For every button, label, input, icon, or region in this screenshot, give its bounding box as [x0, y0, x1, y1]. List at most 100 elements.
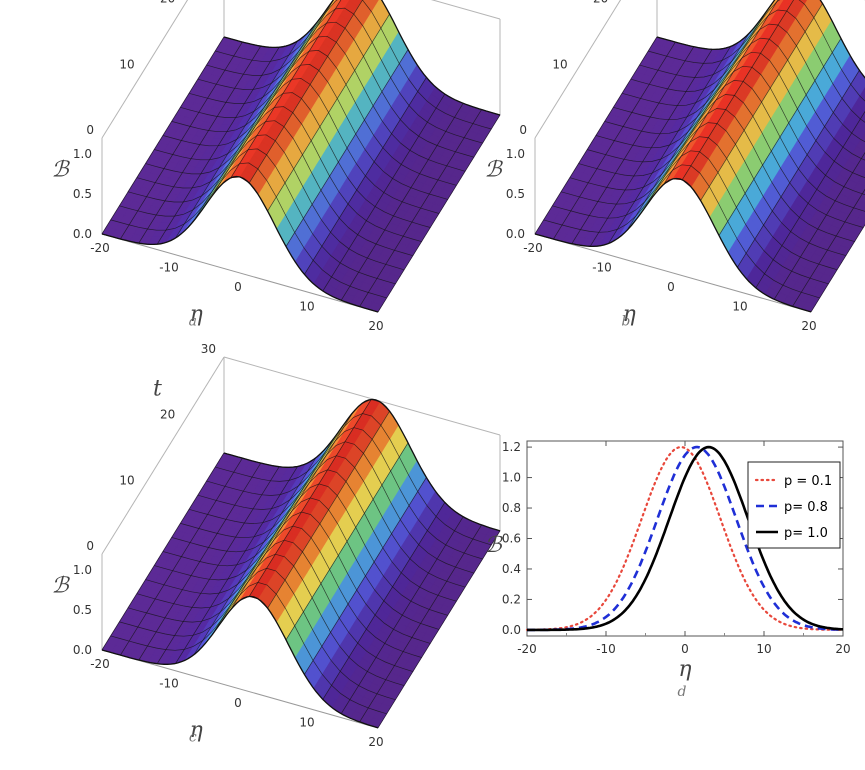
mesh-line: [128, 134, 405, 271]
mesh-line: [604, 65, 865, 195]
mesh-line: [110, 582, 387, 715]
mesh-line: [595, 80, 865, 212]
mesh-line: [175, 466, 298, 664]
mesh-line: [377, 530, 501, 729]
mesh-line: [128, 553, 405, 686]
x-tick-label: -10: [592, 261, 612, 275]
mesh-line: [162, 78, 440, 214]
mesh-line: [792, 188, 865, 307]
mesh-line: [193, 457, 317, 655]
mesh-line: [215, 0, 492, 130]
mesh-line: [340, 103, 464, 301]
mesh-line: [145, 525, 422, 658]
box-edge: [863, 0, 865, 1]
axis-line: [534, 233, 812, 313]
mesh-line: [162, 497, 440, 630]
x-tick-label: 0: [681, 642, 689, 656]
box-edge: [430, 0, 501, 20]
mesh-line: [101, 36, 225, 235]
mesh-line: [571, 46, 695, 244]
y-tick-label: 1.2: [502, 440, 521, 454]
mesh-line: [248, 399, 372, 597]
surface-mesh: [534, 0, 865, 313]
mesh-line: [136, 120, 413, 257]
x-tick-label: 20: [835, 642, 850, 656]
x-tick-label: 10: [299, 300, 314, 314]
x-tick-label: 0: [234, 280, 242, 294]
x-tick-label: 10: [732, 300, 747, 314]
z-tick-label: 0.0: [73, 643, 92, 657]
mesh-line: [773, 152, 865, 300]
mesh-line: [304, 477, 427, 675]
y-tick-label: 0: [86, 123, 94, 137]
profile-outline: [101, 175, 379, 313]
y-tick-label: 20: [160, 408, 175, 422]
panel-caption: b: [621, 313, 630, 329]
z-axis-label: ℬ: [51, 573, 70, 598]
legend-box: [747, 461, 841, 549]
mesh-line: [175, 40, 298, 239]
mesh-line: [285, 442, 409, 641]
mesh-line: [189, 35, 466, 172]
axis-line: [101, 649, 379, 729]
mesh-line: [534, 36, 658, 235]
y-tick-label: 1.0: [502, 471, 521, 485]
surface-patch: [859, 88, 865, 102]
mesh-line: [154, 92, 431, 228]
mesh-line: [700, 3, 823, 201]
mesh-line: [639, 9, 865, 123]
x-tick-label: -20: [90, 241, 110, 255]
mesh-line: [589, 49, 713, 247]
mesh-line: [180, 50, 457, 186]
mesh-line: [622, 37, 865, 161]
mesh-line: [359, 524, 482, 723]
panel-caption: d: [678, 684, 687, 700]
x-tick-label: 20: [368, 735, 383, 749]
x-tick-label: -20: [523, 241, 543, 255]
mesh-line: [648, 0, 865, 102]
x-axis-label: η: [678, 657, 691, 682]
y-tick-label: 0.4: [502, 562, 521, 576]
mesh-line: [359, 109, 482, 307]
mesh-line: [552, 150, 829, 285]
surface-mesh: [101, 398, 501, 729]
series-line-1: [525, 446, 845, 631]
mesh-line: [248, 0, 363, 184]
mesh-line: [119, 567, 396, 701]
mesh-line: [138, 45, 262, 244]
mesh-line: [212, 0, 334, 196]
surface-mesh: [101, 0, 501, 313]
series-line-3: [527, 445, 843, 632]
mesh-line: [206, 7, 483, 144]
mesh-line: [663, 0, 779, 185]
mesh-line: [543, 164, 820, 299]
y-tick-label: 30: [201, 342, 216, 356]
box-edge: [101, 0, 189, 139]
y-axis-label: ℬ: [484, 533, 503, 558]
mesh-line: [119, 148, 396, 285]
y-tick-label: 0: [86, 539, 94, 553]
mesh-line: [230, 412, 354, 610]
mesh-line: [180, 469, 457, 602]
mesh-line: [197, 21, 474, 158]
legend: p = 0.1 p= 0.8 p= 1.0: [747, 461, 841, 549]
mesh-line: [718, 38, 842, 236]
mesh-line: [340, 516, 464, 714]
mesh-line: [561, 136, 838, 271]
x-tick-label: 0: [667, 280, 675, 294]
y-tick-label: 0: [519, 123, 527, 137]
y-tick-label: 0.8: [502, 501, 521, 515]
legend-label-1: p = 0.1: [784, 474, 832, 489]
profile-outline: [223, 0, 501, 116]
line-plot-d: -20 -10 0 10 200.00.20.40.60.81.01.2p = 0.1p…: [484, 440, 850, 700]
z-tick-label: 0.5: [506, 187, 525, 201]
mesh-line: [189, 455, 466, 588]
profile-outline: [534, 177, 812, 313]
z-axis-label: ℬ: [51, 157, 70, 182]
z-tick-label: 1.0: [73, 147, 92, 161]
mesh-line: [630, 23, 865, 143]
z-tick-label: 1.0: [506, 147, 525, 161]
x-tick-label: 20: [368, 319, 383, 333]
